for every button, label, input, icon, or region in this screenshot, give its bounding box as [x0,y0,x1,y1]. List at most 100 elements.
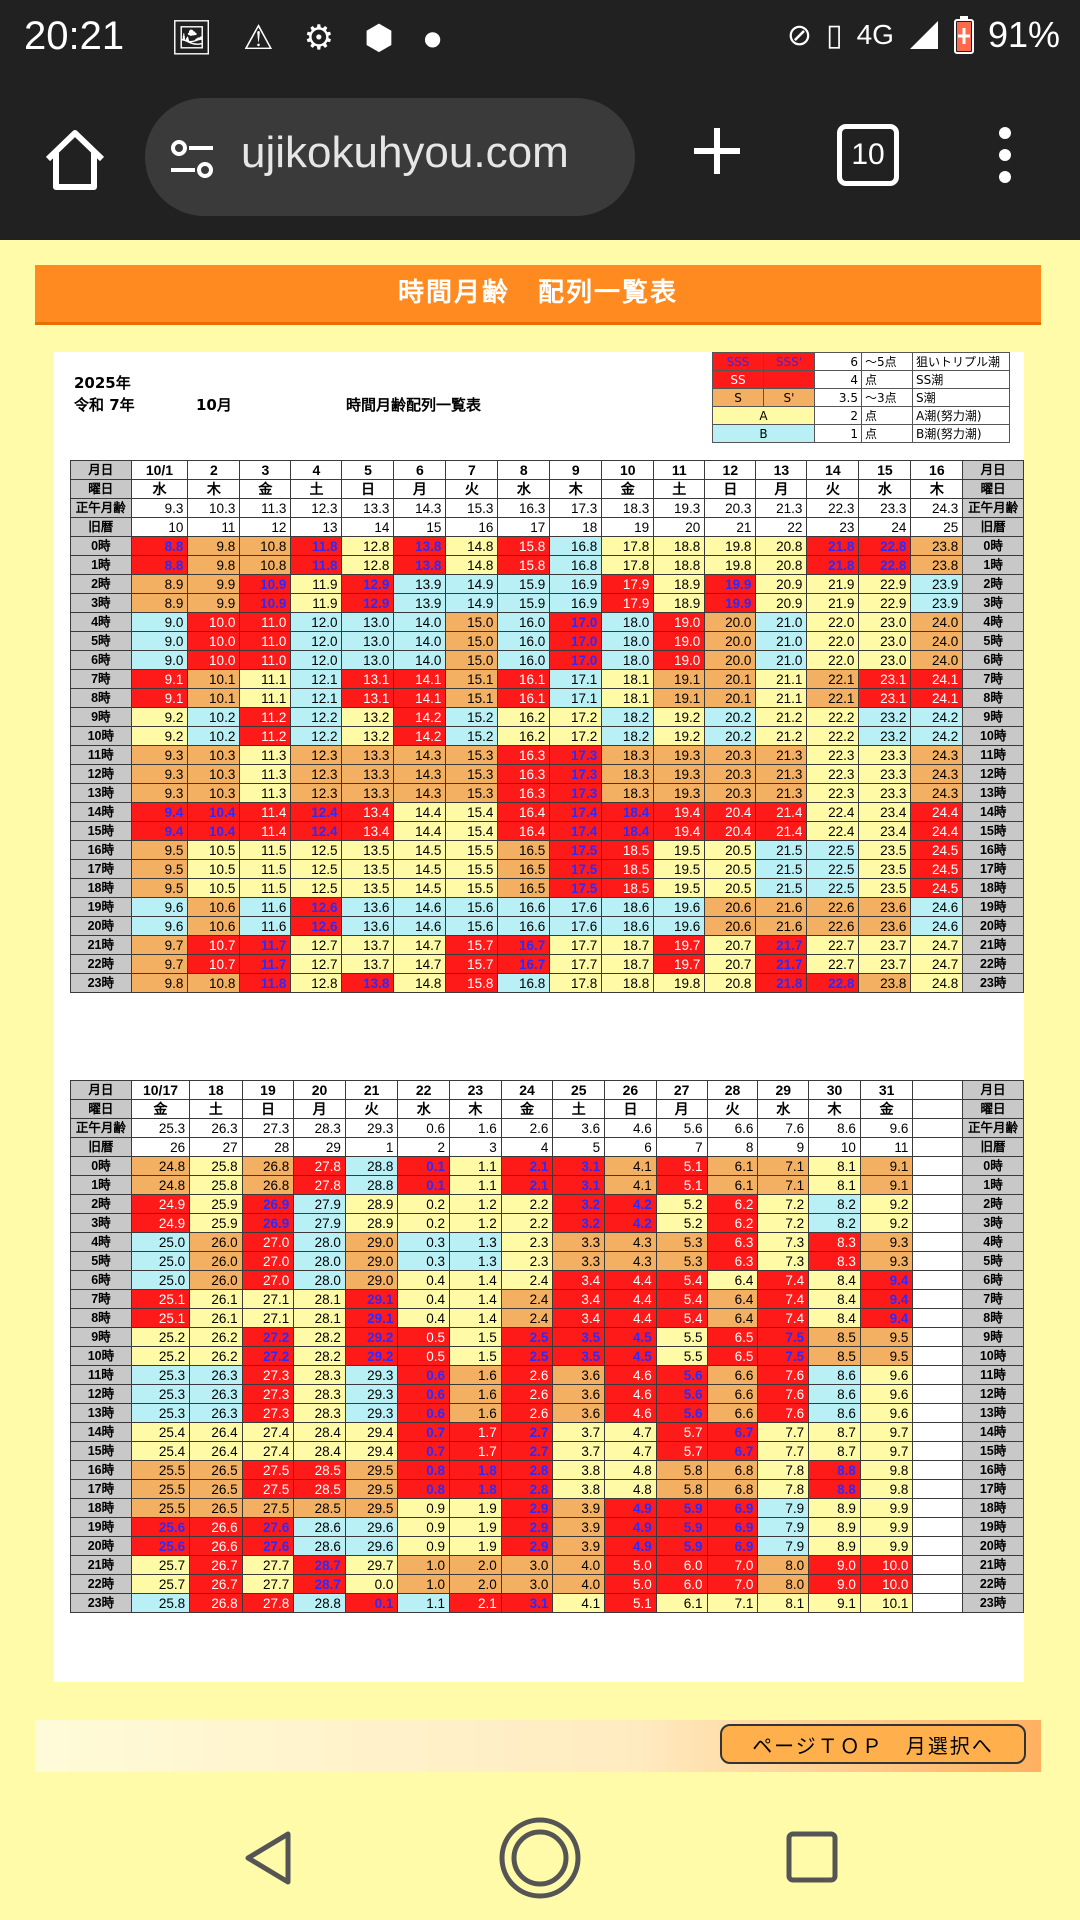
moon-age-cell: 13.0 [341,631,395,651]
moon-age-cell: 22.5 [806,859,860,879]
noon-age-cell: 10.3 [187,498,241,518]
hour-label-right: 18時 [962,1498,1024,1518]
date-cell: 3 [239,460,292,480]
moon-age-cell: 13.4 [341,802,395,822]
moon-age-cell: 4.1 [604,1156,657,1176]
moon-age-cell: 16.8 [497,973,551,993]
moon-age-cell: 17.9 [601,593,655,613]
moon-age-cell: 8.1 [808,1175,861,1195]
moon-age-cell: 26.1 [189,1289,243,1309]
moon-age-cell: 13.4 [341,821,395,841]
moon-age-cell: 9.4 [130,821,189,841]
hour-row: 21時 9.7 10.7 11.7 12.7 13.7 14.7 15.7 16.7 17.7 18… [70,935,1024,955]
moon-age-cell: 18.6 [601,916,655,936]
moon-age-cell: 1.9 [449,1517,502,1537]
moon-age-cell [912,1327,964,1347]
moon-age-cell: 4.3 [604,1232,657,1252]
noon-age-cell: 24.3 [910,498,964,518]
moon-age-cell: 16.2 [497,707,551,727]
noon-age-cell: 16.3 [497,498,551,518]
more-menu-icon[interactable] [996,125,1014,185]
hour-label-right: 5時 [962,631,1024,651]
moon-age-cell: 1.4 [449,1289,502,1309]
moon-age-cell: 23.0 [858,631,912,651]
moon-age-cell: 27.5 [241,1460,295,1480]
hour-label: 22時 [70,954,132,974]
row-label-right: 月日 [962,1080,1024,1100]
site-settings-icon[interactable] [167,134,217,184]
moon-age-cell: 27.2 [241,1346,295,1366]
moon-age-cell: 25.1 [130,1308,191,1328]
address-bar[interactable]: ujikokuhyou.com [145,98,635,216]
moon-age-cell: 24.1 [910,688,964,708]
moon-age-cell: 27.9 [293,1194,346,1214]
moon-age-cell: 4.1 [552,1593,606,1613]
tab-switcher-button[interactable]: 10 [837,124,899,186]
moon-age-cell: 6.6 [706,1403,759,1423]
moon-age-cell: 9.1 [859,1175,914,1195]
hour-label-right: 1時 [962,1175,1024,1195]
weekday-cell: 木 [910,479,964,499]
hour-label: 22時 [70,1574,132,1594]
hour-label-right: 3時 [962,1213,1024,1233]
moon-age-cell: 11.0 [239,612,292,632]
moon-age-cell: 12.8 [341,555,395,575]
moon-age-cell: 10.3 [187,745,241,765]
moon-age-cell: 18.4 [601,821,655,841]
recents-icon[interactable] [785,1830,839,1884]
home-icon[interactable] [40,125,110,195]
moon-age-cell: 29.3 [344,1384,399,1404]
new-tab-icon[interactable] [690,124,744,178]
old-cal-cell [912,1137,964,1157]
weekday-cell: 月 [755,479,808,499]
moon-age-cell: 9.3 [130,783,189,803]
hour-row: 6時 25.0 26.0 27.0 28.0 29.0 0.4 1.4 2.4 3.4 4.4 5.4… [70,1270,1024,1290]
notification-icons: 🖼 ⚠ ⚙ ⬢ ● [170,18,441,58]
back-icon[interactable] [240,1828,296,1888]
hour-label-right: 13時 [962,1403,1024,1423]
moon-age-cell: 2.6 [500,1365,554,1385]
moon-age-cell: 26.4 [189,1422,243,1442]
moon-age-cell: 11.1 [239,688,292,708]
hour-row: 22時 25.7 26.7 27.7 28.7 0.0 1.0 2.0 3.0 4.0 5.0 6.0… [70,1574,1024,1594]
row-label: 旧暦 [70,1137,132,1157]
moon-age-cell: 17.7 [549,954,603,974]
noon-age-cell: 0.6 [397,1118,451,1138]
hour-label-right: 12時 [962,1384,1024,1404]
moon-age-cell: 17.6 [549,897,603,917]
moon-age-cell: 13.5 [341,840,395,860]
moon-age-cell: 6.6 [706,1365,759,1385]
row-label-right: 月日 [962,460,1024,480]
old-cal-cell: 4 [500,1137,554,1157]
moon-age-cell: 11.8 [239,973,292,993]
moon-age-cell: 26.7 [189,1574,243,1594]
moon-age-cell: 24.7 [910,954,964,974]
noon-age-cell: 4.6 [604,1118,657,1138]
moon-age-table-1: 月日 10/1 2 3 4 5 6 7 8 9 10 11 12 13 14 15 16 月日 曜日水木金土日月火水… [70,460,1024,993]
moon-age-cell: 29.3 [344,1403,399,1423]
moon-age-cell: 20.7 [704,935,757,955]
old-cal-cell: 26 [130,1137,191,1157]
moon-age-cell: 22.3 [806,783,860,803]
moon-age-cell: 15.0 [445,631,499,651]
moon-age-cell: 8.8 [808,1479,861,1499]
sheet-month: 10月 [196,396,232,414]
hour-row: 14時 25.4 26.4 27.4 28.4 29.4 0.7 1.7 2.7 3.7 4.7 5.… [70,1422,1024,1442]
moon-age-cell: 15.5 [445,878,499,898]
noon-age-cell: 19.3 [653,498,706,518]
moon-age-cell: 7.0 [706,1555,759,1575]
moon-age-cell: 9.0 [130,612,189,632]
moon-age-cell: 29.5 [344,1479,399,1499]
header-row-weekday: 曜日水木金土日月火水木金土日月火水木曜日 [70,479,1024,499]
hour-label-right: 1時 [962,555,1024,575]
moon-age-cell [912,1403,964,1423]
moon-age-cell: 25.7 [130,1555,191,1575]
home-nav-icon[interactable] [498,1816,582,1900]
page-top-button[interactable]: ページＴＯＰ 月選択へ [720,1724,1026,1764]
date-cell: 23 [449,1080,502,1100]
moon-age-cell: 4.4 [604,1270,657,1290]
hour-label-right: 16時 [962,1460,1024,1480]
moon-age-cell: 23.8 [858,973,912,993]
moon-age-cell: 18.3 [601,783,655,803]
moon-age-cell: 9.9 [859,1498,914,1518]
